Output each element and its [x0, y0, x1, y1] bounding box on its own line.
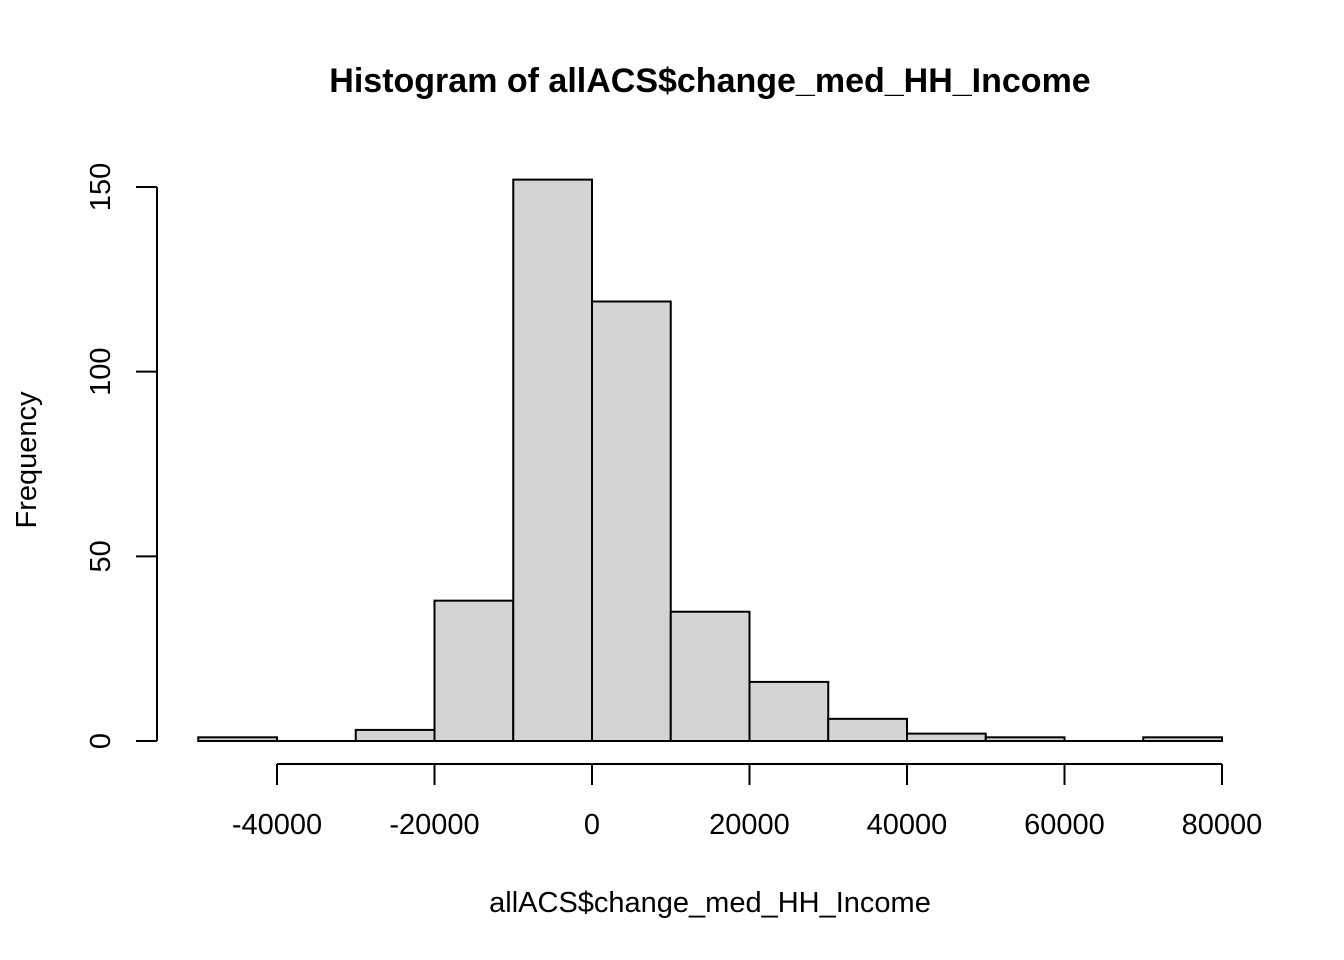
histogram-bar — [827, 717, 908, 743]
x-axis-label: allACS$change_med_HH_Income — [489, 887, 931, 919]
x-tick-label: 20000 — [709, 809, 790, 841]
histogram-bar — [1142, 736, 1223, 742]
y-tick-label: 150 — [85, 163, 117, 211]
x-tick-label: 0 — [584, 809, 600, 841]
histogram-bar — [433, 599, 515, 742]
y-axis-label: Frequency — [11, 391, 43, 529]
bars-group — [197, 178, 1223, 743]
y-axis: 0 50 100 150 — [85, 163, 158, 749]
x-tick-label: 40000 — [867, 809, 948, 841]
histogram-bar — [906, 732, 987, 743]
y-tick-label: 50 — [85, 540, 117, 572]
histogram-bar — [512, 178, 593, 742]
chart-title: Histogram of allACS$change_med_HH_Income — [329, 62, 1090, 100]
x-tick-label: 80000 — [1182, 809, 1263, 841]
histogram-bar — [984, 736, 1066, 742]
x-axis: -40000 -20000 0 20000 40000 60000 80000 — [232, 763, 1263, 841]
x-tick-label: -40000 — [232, 809, 322, 841]
histogram-bar — [748, 680, 830, 743]
y-tick-label: 100 — [85, 347, 117, 395]
x-tick-label: 60000 — [1024, 809, 1105, 841]
histogram-bar — [669, 610, 751, 742]
y-tick-label: 0 — [85, 733, 117, 749]
histogram-bar — [591, 300, 672, 742]
histogram-bar — [197, 736, 278, 742]
x-tick-label: -20000 — [389, 809, 479, 841]
histogram-bar — [354, 728, 436, 742]
